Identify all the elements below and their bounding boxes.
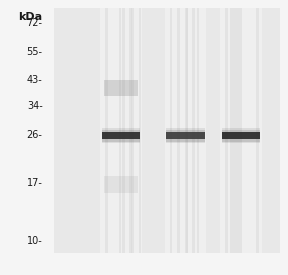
Bar: [100, 8, 142, 253]
Bar: [166, 130, 204, 142]
Bar: [105, 8, 108, 253]
Bar: [185, 8, 188, 253]
Bar: [222, 128, 260, 143]
Bar: [102, 130, 140, 142]
Text: 26-: 26-: [27, 130, 43, 141]
Text: 10-: 10-: [27, 236, 43, 246]
Bar: [104, 80, 138, 97]
Bar: [122, 8, 125, 253]
Bar: [220, 8, 262, 253]
Bar: [185, 8, 188, 253]
Bar: [139, 8, 141, 253]
Bar: [131, 8, 134, 253]
Text: 17-: 17-: [27, 178, 43, 188]
Bar: [119, 8, 122, 253]
Text: 55-: 55-: [26, 48, 43, 57]
Text: 34-: 34-: [27, 101, 43, 111]
Bar: [239, 8, 242, 253]
Bar: [225, 8, 228, 253]
Bar: [197, 8, 199, 253]
Bar: [230, 8, 233, 253]
Bar: [222, 132, 260, 139]
Bar: [104, 176, 138, 193]
Bar: [166, 132, 204, 139]
Bar: [102, 132, 140, 139]
Bar: [166, 128, 204, 143]
Bar: [236, 8, 239, 253]
Bar: [170, 8, 173, 253]
Text: 72-: 72-: [26, 18, 43, 28]
Bar: [256, 8, 259, 253]
Bar: [222, 130, 260, 142]
Bar: [192, 8, 195, 253]
Bar: [233, 8, 236, 253]
Bar: [102, 128, 140, 143]
Text: 43-: 43-: [27, 75, 43, 85]
Bar: [129, 8, 132, 253]
Bar: [165, 8, 206, 253]
Text: kDa: kDa: [18, 12, 43, 22]
Bar: [177, 8, 180, 253]
